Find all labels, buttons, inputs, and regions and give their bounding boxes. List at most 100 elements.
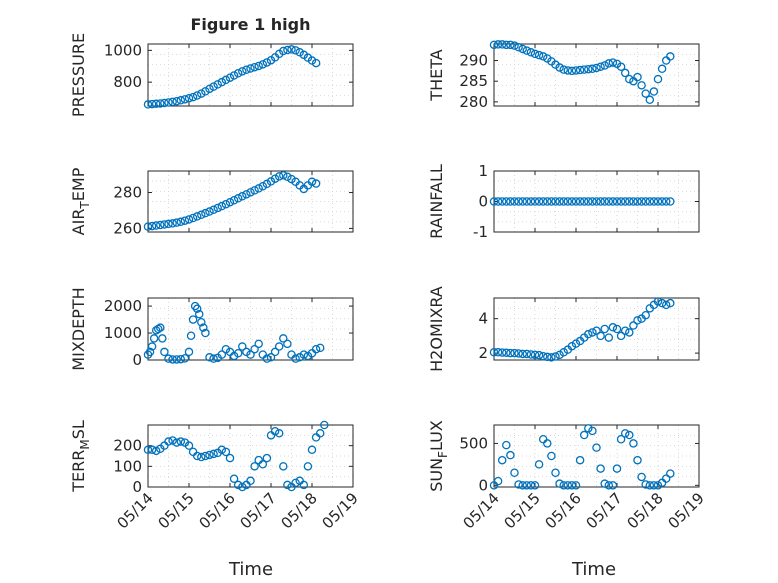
- data-point: [530, 49, 540, 59]
- data-point: [184, 441, 194, 450]
- data-point: [559, 65, 568, 74]
- data-point: [538, 52, 548, 61]
- data-point: [661, 197, 671, 206]
- data-point: [592, 443, 601, 452]
- data-point: [633, 72, 642, 82]
- data-point: [221, 447, 231, 457]
- data-point: [653, 197, 663, 206]
- data-point: [563, 197, 573, 206]
- data-point: [279, 171, 288, 180]
- data-point: [661, 300, 671, 310]
- data-point: [526, 48, 536, 57]
- data-point: [514, 43, 523, 52]
- x-tick-label: 05/18: [624, 489, 667, 532]
- data-point: [522, 46, 532, 55]
- data-point: [547, 451, 556, 461]
- x-tick-label: 05/19: [319, 489, 362, 532]
- data-point: [180, 216, 190, 225]
- data-point: [641, 89, 650, 98]
- data-point: [514, 349, 523, 358]
- data-point: [522, 197, 532, 206]
- data-point: [506, 40, 515, 50]
- data-point: [575, 455, 585, 465]
- x-tick-label: 05/14: [460, 489, 503, 532]
- data-point: [186, 331, 196, 340]
- data-point: [489, 40, 499, 50]
- data-point: [180, 354, 190, 363]
- data-point: [530, 197, 540, 206]
- data-point: [563, 66, 573, 75]
- data-point: [588, 64, 597, 74]
- data-point: [538, 197, 548, 206]
- data-point: [229, 474, 239, 483]
- data-point: [633, 455, 642, 465]
- data-point: [563, 481, 573, 490]
- data-point: [147, 221, 157, 231]
- data-point: [625, 328, 634, 337]
- y-tick-label: 4: [478, 310, 488, 328]
- axes-border: [147, 170, 354, 233]
- y-tick-label: 0: [478, 476, 488, 494]
- data-point: [497, 197, 507, 206]
- subplot-7: 010020005/1405/1505/1605/1705/1805/19TER…: [69, 420, 362, 532]
- data-point: [238, 192, 247, 201]
- data-point: [233, 194, 243, 203]
- data-point: [571, 66, 581, 75]
- data-point: [172, 438, 181, 447]
- data-point: [592, 197, 601, 206]
- y-label-subscript: F: [436, 451, 450, 458]
- data-point: [242, 190, 251, 199]
- data-point: [262, 453, 272, 463]
- data-point: [164, 354, 173, 363]
- data-point: [270, 426, 280, 436]
- data-point: [164, 98, 173, 107]
- data-point: [217, 77, 227, 87]
- data-point: [197, 452, 206, 462]
- data-point: [205, 207, 214, 216]
- data-point: [201, 328, 210, 338]
- y-label-rest: LUX: [427, 420, 446, 451]
- data-point: [551, 352, 560, 361]
- data-point: [188, 213, 198, 223]
- data-point: [633, 197, 642, 206]
- y-label-rest: SL: [69, 420, 88, 439]
- data-point: [205, 84, 214, 94]
- data-point: [246, 64, 255, 73]
- data-point: [645, 95, 655, 105]
- data-point: [608, 197, 618, 206]
- data-point: [168, 219, 177, 228]
- data-point: [233, 69, 243, 78]
- data-point: [620, 197, 630, 206]
- data-point: [205, 450, 214, 460]
- x-tick-label: 05/19: [665, 489, 708, 532]
- y-tick-label: 0: [478, 193, 488, 211]
- y-label-main: SUN: [427, 458, 446, 492]
- data-point: [666, 469, 675, 478]
- data-point: [592, 326, 601, 335]
- data-point: [262, 354, 272, 363]
- data-point: [649, 481, 659, 490]
- data-point: [279, 334, 288, 343]
- data-point: [283, 172, 292, 181]
- data-point: [246, 476, 255, 486]
- data-point: [176, 354, 186, 364]
- y-tick-label: 1000: [104, 41, 142, 59]
- data-point: [571, 197, 581, 206]
- y-tick-label: 280: [113, 184, 142, 202]
- data-point: [633, 316, 642, 325]
- data-point: [616, 434, 626, 444]
- data-point: [616, 197, 626, 206]
- data-point: [493, 197, 503, 206]
- data-point: [258, 181, 268, 191]
- data-point: [567, 66, 577, 76]
- data-point: [616, 62, 626, 71]
- x-axis-label-left: Time: [228, 559, 273, 580]
- data-point: [147, 99, 157, 109]
- subplot-1: 800 1000 PRESSURE Figure 1 high: [69, 15, 354, 117]
- y-axis-label: AIRTEMP: [69, 167, 92, 235]
- data-point: [250, 462, 259, 471]
- data-point: [649, 87, 659, 96]
- data-point: [201, 208, 210, 218]
- data-point: [287, 45, 296, 54]
- data-point: [274, 172, 284, 181]
